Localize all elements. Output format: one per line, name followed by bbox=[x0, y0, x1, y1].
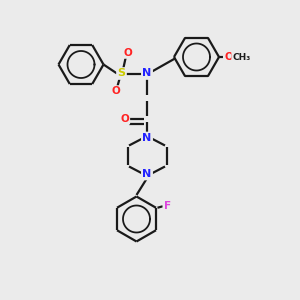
Text: N: N bbox=[142, 133, 152, 143]
Text: O: O bbox=[224, 52, 233, 62]
Text: O: O bbox=[111, 86, 120, 97]
Text: F: F bbox=[164, 201, 171, 211]
Text: S: S bbox=[118, 68, 125, 79]
Text: N: N bbox=[142, 68, 152, 79]
Text: O: O bbox=[123, 47, 132, 58]
Text: N: N bbox=[142, 169, 152, 179]
Text: CH₃: CH₃ bbox=[232, 52, 250, 62]
Text: O: O bbox=[120, 113, 129, 124]
